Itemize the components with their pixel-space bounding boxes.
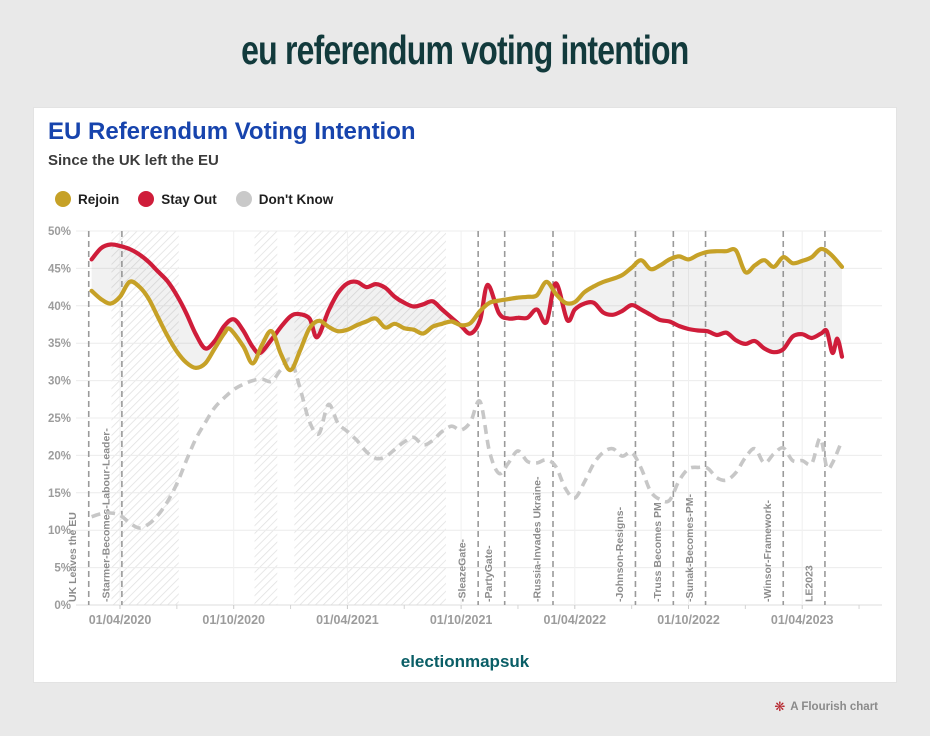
event-label: -Truss Becomes PM — [652, 502, 664, 602]
event-label: UK Leaves the EU — [67, 512, 79, 602]
legend-label: Don't Know — [258, 191, 334, 207]
event-label: -Sunak-Becomes-PM- — [684, 494, 696, 602]
flourish-flower-icon: ❋ — [774, 699, 786, 714]
event-annotations: UK Leaves the EU -Starmer-Becomes-Labour-… — [67, 231, 826, 605]
legend-item-stay-out[interactable]: Stay Out — [138, 191, 217, 207]
flourish-attribution[interactable]: ❋ A Flourish chart — [774, 700, 878, 713]
y-axis-tick-label: 30% — [48, 376, 71, 388]
legend-label: Stay Out — [161, 191, 217, 207]
y-axis-tick-label: 15% — [48, 488, 71, 500]
y-axis-tick-label: 50% — [48, 226, 71, 238]
gap-fill-between-series — [91, 244, 843, 371]
page-title: eu referendum voting intention — [241, 26, 689, 73]
y-axis-tick-label: 25% — [48, 413, 71, 425]
event-label: -Starmer-Becomes-Labour-Leader- — [100, 428, 112, 602]
source-credit: electionmapsuk — [400, 652, 530, 671]
chart-title: EU Referendum Voting Intention — [48, 118, 416, 145]
event-label: -Johnson-Resigns- — [614, 506, 626, 602]
dont-know-line — [91, 357, 844, 530]
legend-item-rejoin[interactable]: Rejoin — [55, 191, 119, 207]
x-axis-tick-label: 01/10/2020 — [202, 613, 265, 627]
x-axis-tick-label: 01/04/2022 — [544, 613, 607, 627]
chart-subtitle: Since the UK left the EU — [48, 152, 219, 169]
event-label: -Russia-Invades Ukraine- — [532, 476, 544, 602]
legend-item-don-t-know[interactable]: Don't Know — [235, 191, 334, 207]
y-axis-tick-label: 5% — [54, 563, 71, 575]
page-banner: eu referendum voting intention — [0, 0, 930, 100]
rejoin-line — [89, 246, 845, 373]
y-axis-tick-label: 0% — [54, 600, 71, 612]
event-label: -Winsor-Framework- — [762, 499, 774, 602]
y-axis-tick-label: 40% — [48, 301, 71, 313]
legend: Rejoin Stay Out Don't Know — [55, 191, 333, 207]
event-label: -SleazeGate- — [457, 538, 469, 602]
y-axis-tick-label: 35% — [48, 338, 71, 350]
chart-card: EU Referendum Voting Intention Since the… — [33, 107, 897, 683]
x-axis-tick-label: 01/04/2021 — [316, 613, 379, 627]
y-axis-tick-label: 20% — [48, 450, 71, 462]
x-axis-tick-label: 01/04/2020 — [89, 613, 152, 627]
data-series — [89, 242, 845, 530]
flourish-attribution-label: A Flourish chart — [790, 700, 878, 713]
stay-out-line — [89, 242, 845, 359]
x-axis-tick-label: 01/10/2021 — [430, 613, 493, 627]
legend-swatch-icon — [138, 191, 155, 207]
x-axis-tick-label: 01/04/2023 — [771, 613, 834, 627]
axis-labels: 0% 5% 10% 15% 20% 25% 30% 35% 40% 45% 50% 01/04/202… — [48, 226, 834, 627]
x-axis-tick-label: 01/10/2022 — [657, 613, 720, 627]
source-row: electionmapsuk — [34, 652, 896, 672]
legend-label: Rejoin — [78, 191, 120, 207]
y-axis-tick-label: 10% — [48, 525, 71, 537]
event-label: -PartyGate- — [483, 545, 495, 602]
legend-swatch-icon — [235, 191, 252, 207]
y-axis-tick-label: 45% — [48, 263, 71, 275]
line-chart: 0% 5% 10% 15% 20% 25% 30% 35% 40% 45% 50% 01/04/202… — [48, 226, 882, 627]
event-label: LE2023 — [803, 565, 815, 602]
legend-swatch-icon — [55, 191, 71, 207]
